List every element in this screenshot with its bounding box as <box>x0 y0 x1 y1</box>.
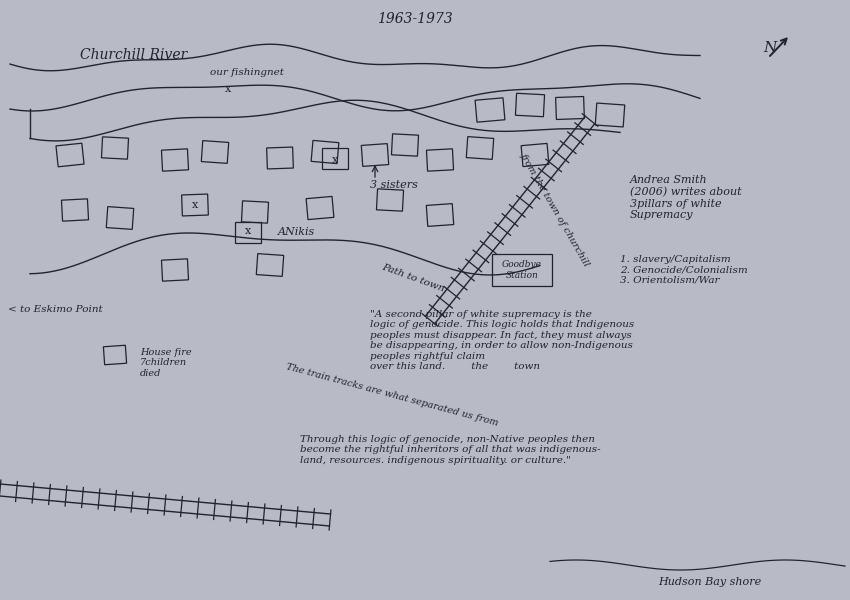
Bar <box>61 199 88 221</box>
Bar <box>267 147 293 169</box>
Bar <box>162 259 189 281</box>
Text: < to Eskimo Point: < to Eskimo Point <box>8 305 103 314</box>
Text: x: x <box>332 155 338 165</box>
Bar <box>162 149 189 171</box>
Bar <box>56 143 84 167</box>
Text: "A second pillar of white supremacy is the
logic of genocide. This logic holds t: "A second pillar of white supremacy is t… <box>370 310 634 371</box>
Text: 1963-1973: 1963-1973 <box>377 12 453 26</box>
Text: x: x <box>192 200 198 210</box>
Bar <box>427 203 454 226</box>
Bar <box>427 149 454 171</box>
Bar <box>241 201 269 223</box>
Bar <box>201 140 229 163</box>
Text: Through this logic of genocide, non-Native peoples then
become the rightful inhe: Through this logic of genocide, non-Nati… <box>300 435 601 465</box>
Bar <box>515 93 545 117</box>
Bar <box>556 97 585 119</box>
Text: 1. slavery/Capitalism
2. Genocide/Colonialism
3. Orientolism/War: 1. slavery/Capitalism 2. Genocide/Coloni… <box>620 255 748 285</box>
Bar <box>377 189 404 211</box>
Bar <box>101 137 128 159</box>
Text: Churchill River: Churchill River <box>80 48 187 62</box>
Bar <box>257 254 284 277</box>
Bar <box>475 98 505 122</box>
Bar <box>182 194 208 216</box>
Bar <box>521 143 549 167</box>
Text: The train tracks are what separated us from: The train tracks are what separated us f… <box>285 362 499 428</box>
Text: 3 sisters: 3 sisters <box>370 180 418 190</box>
Text: Path to town: Path to town <box>380 262 445 293</box>
Bar <box>235 221 261 242</box>
Bar <box>104 345 127 365</box>
Bar <box>467 137 494 160</box>
Bar <box>311 140 339 164</box>
Text: Goodbye
Station: Goodbye Station <box>502 260 542 280</box>
Bar <box>106 206 133 229</box>
Text: Hudson Bay shore: Hudson Bay shore <box>659 577 762 587</box>
Text: our fishingnet: our fishingnet <box>210 68 284 77</box>
Text: ANikis: ANikis <box>278 227 315 237</box>
Bar <box>392 134 418 156</box>
Bar <box>322 148 348 169</box>
Bar <box>306 196 334 220</box>
Bar <box>492 254 552 286</box>
Bar <box>595 103 625 127</box>
Text: x: x <box>245 226 251 236</box>
Text: from the town of churchill: from the town of churchill <box>518 152 592 268</box>
Text: Andrea Smith
(2006) writes about
3pillars of white
Supremacy: Andrea Smith (2006) writes about 3pillar… <box>630 175 741 220</box>
Bar <box>361 143 388 166</box>
Text: x: x <box>225 84 231 94</box>
Text: House fire
7children
died: House fire 7children died <box>140 348 191 378</box>
Text: N: N <box>763 41 777 55</box>
